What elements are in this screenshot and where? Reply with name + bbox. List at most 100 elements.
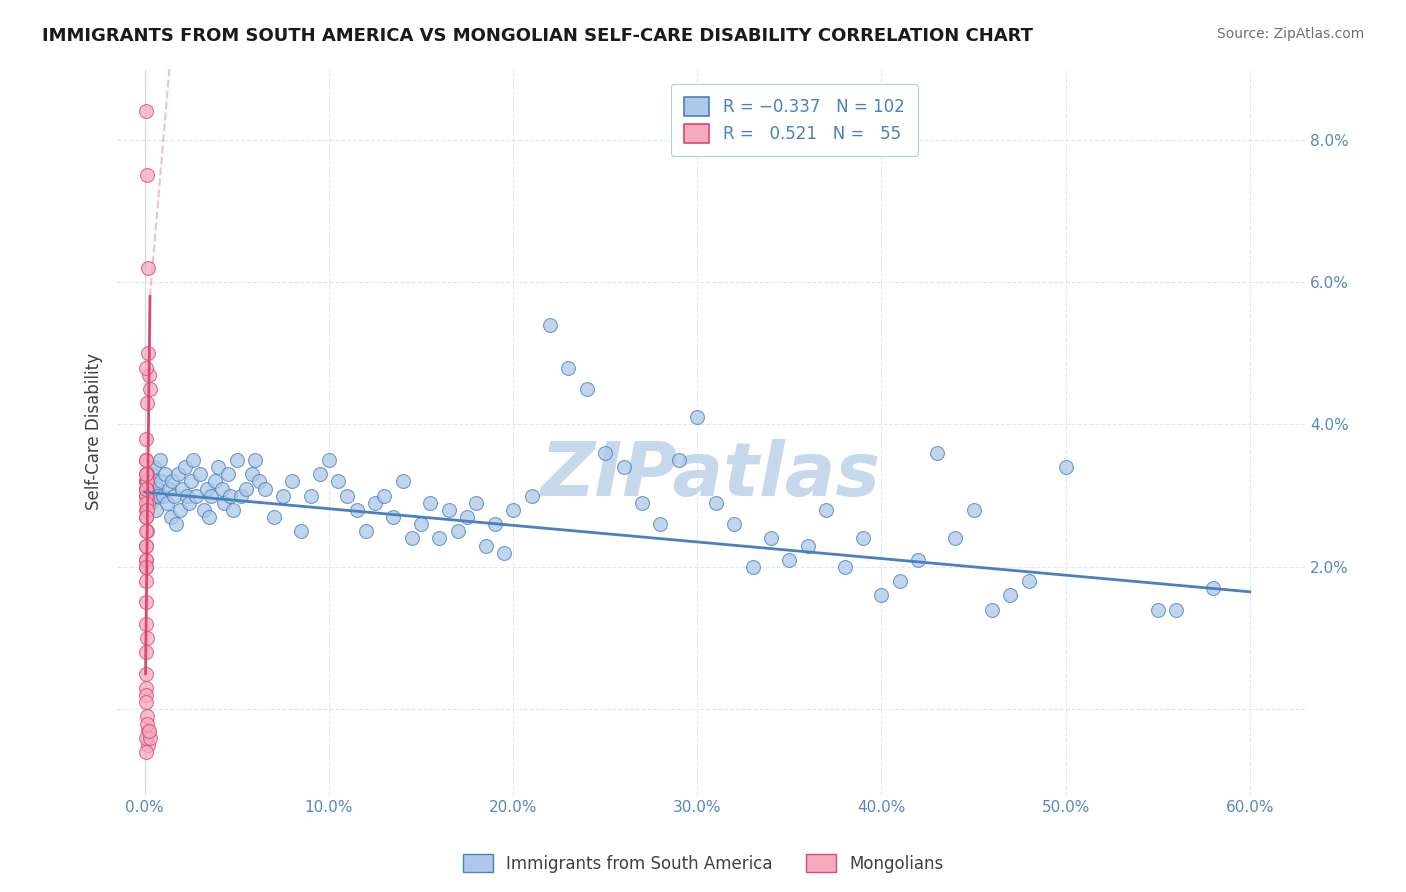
Point — [135, 695, 157, 709]
Point — [135, 688, 157, 702]
Point — [136, 496, 159, 510]
Point — [135, 467, 157, 482]
Point — [465, 496, 488, 510]
Point — [135, 539, 157, 553]
Point — [152, 489, 174, 503]
Point — [225, 453, 247, 467]
Point — [981, 602, 1004, 616]
Point — [135, 616, 157, 631]
Point — [834, 560, 856, 574]
Point — [193, 503, 215, 517]
Point — [382, 510, 405, 524]
Point — [135, 560, 157, 574]
Text: IMMIGRANTS FROM SOUTH AMERICA VS MONGOLIAN SELF-CARE DISABILITY CORRELATION CHAR: IMMIGRANTS FROM SOUTH AMERICA VS MONGOLI… — [42, 27, 1033, 45]
Point — [181, 453, 204, 467]
Point — [135, 524, 157, 539]
Point — [704, 496, 727, 510]
Point — [1018, 574, 1040, 588]
Point — [889, 574, 911, 588]
Point — [135, 482, 157, 496]
Point — [136, 723, 159, 738]
Point — [142, 489, 165, 503]
Point — [180, 475, 202, 489]
Point — [188, 467, 211, 482]
Point — [1054, 460, 1077, 475]
Point — [135, 553, 157, 567]
Point — [136, 396, 159, 410]
Point — [135, 475, 157, 489]
Point — [139, 482, 162, 496]
Point — [138, 368, 160, 382]
Point — [575, 382, 598, 396]
Point — [136, 503, 159, 517]
Point — [759, 532, 782, 546]
Point — [135, 482, 157, 496]
Point — [723, 517, 745, 532]
Point — [138, 346, 160, 360]
Point — [135, 169, 157, 183]
Point — [218, 489, 240, 503]
Point — [925, 446, 948, 460]
Point — [136, 709, 159, 723]
Point — [135, 631, 157, 645]
Point — [364, 496, 387, 510]
Point — [686, 410, 709, 425]
Point — [135, 666, 157, 681]
Point — [141, 496, 163, 510]
Point — [139, 382, 162, 396]
Point — [150, 475, 173, 489]
Point — [135, 467, 157, 482]
Point — [447, 524, 470, 539]
Point — [186, 489, 208, 503]
Point — [139, 731, 162, 745]
Point — [148, 453, 170, 467]
Point — [141, 467, 163, 482]
Point — [207, 460, 229, 475]
Point — [135, 482, 157, 496]
Point — [136, 489, 159, 503]
Point — [135, 104, 157, 119]
Point — [198, 510, 221, 524]
Point — [177, 496, 200, 510]
Point — [557, 360, 579, 375]
Point — [240, 467, 263, 482]
Point — [135, 475, 157, 489]
Point — [135, 595, 157, 609]
Point — [484, 517, 506, 532]
Point — [354, 524, 377, 539]
Point — [135, 731, 157, 745]
Point — [156, 496, 179, 510]
Point — [136, 260, 159, 275]
Point — [429, 532, 451, 546]
Point — [138, 723, 160, 738]
Point — [222, 503, 245, 517]
Point — [281, 475, 304, 489]
Point — [165, 517, 187, 532]
Point — [409, 517, 432, 532]
Point — [135, 496, 157, 510]
Point — [169, 503, 191, 517]
Point — [778, 553, 800, 567]
Point — [299, 489, 322, 503]
Point — [613, 460, 636, 475]
Point — [631, 496, 654, 510]
Point — [135, 489, 157, 503]
Point — [135, 524, 157, 539]
Point — [138, 738, 160, 752]
Point — [336, 489, 359, 503]
Point — [135, 574, 157, 588]
Point — [135, 645, 157, 659]
Point — [135, 510, 157, 524]
Point — [1202, 581, 1225, 595]
Point — [174, 460, 197, 475]
Point — [870, 588, 893, 602]
Point — [593, 446, 616, 460]
Point — [741, 560, 763, 574]
Point — [247, 475, 270, 489]
Point — [135, 489, 157, 503]
Point — [146, 482, 169, 496]
Point — [797, 539, 820, 553]
Point — [419, 496, 441, 510]
Point — [235, 482, 257, 496]
Point — [145, 503, 167, 517]
